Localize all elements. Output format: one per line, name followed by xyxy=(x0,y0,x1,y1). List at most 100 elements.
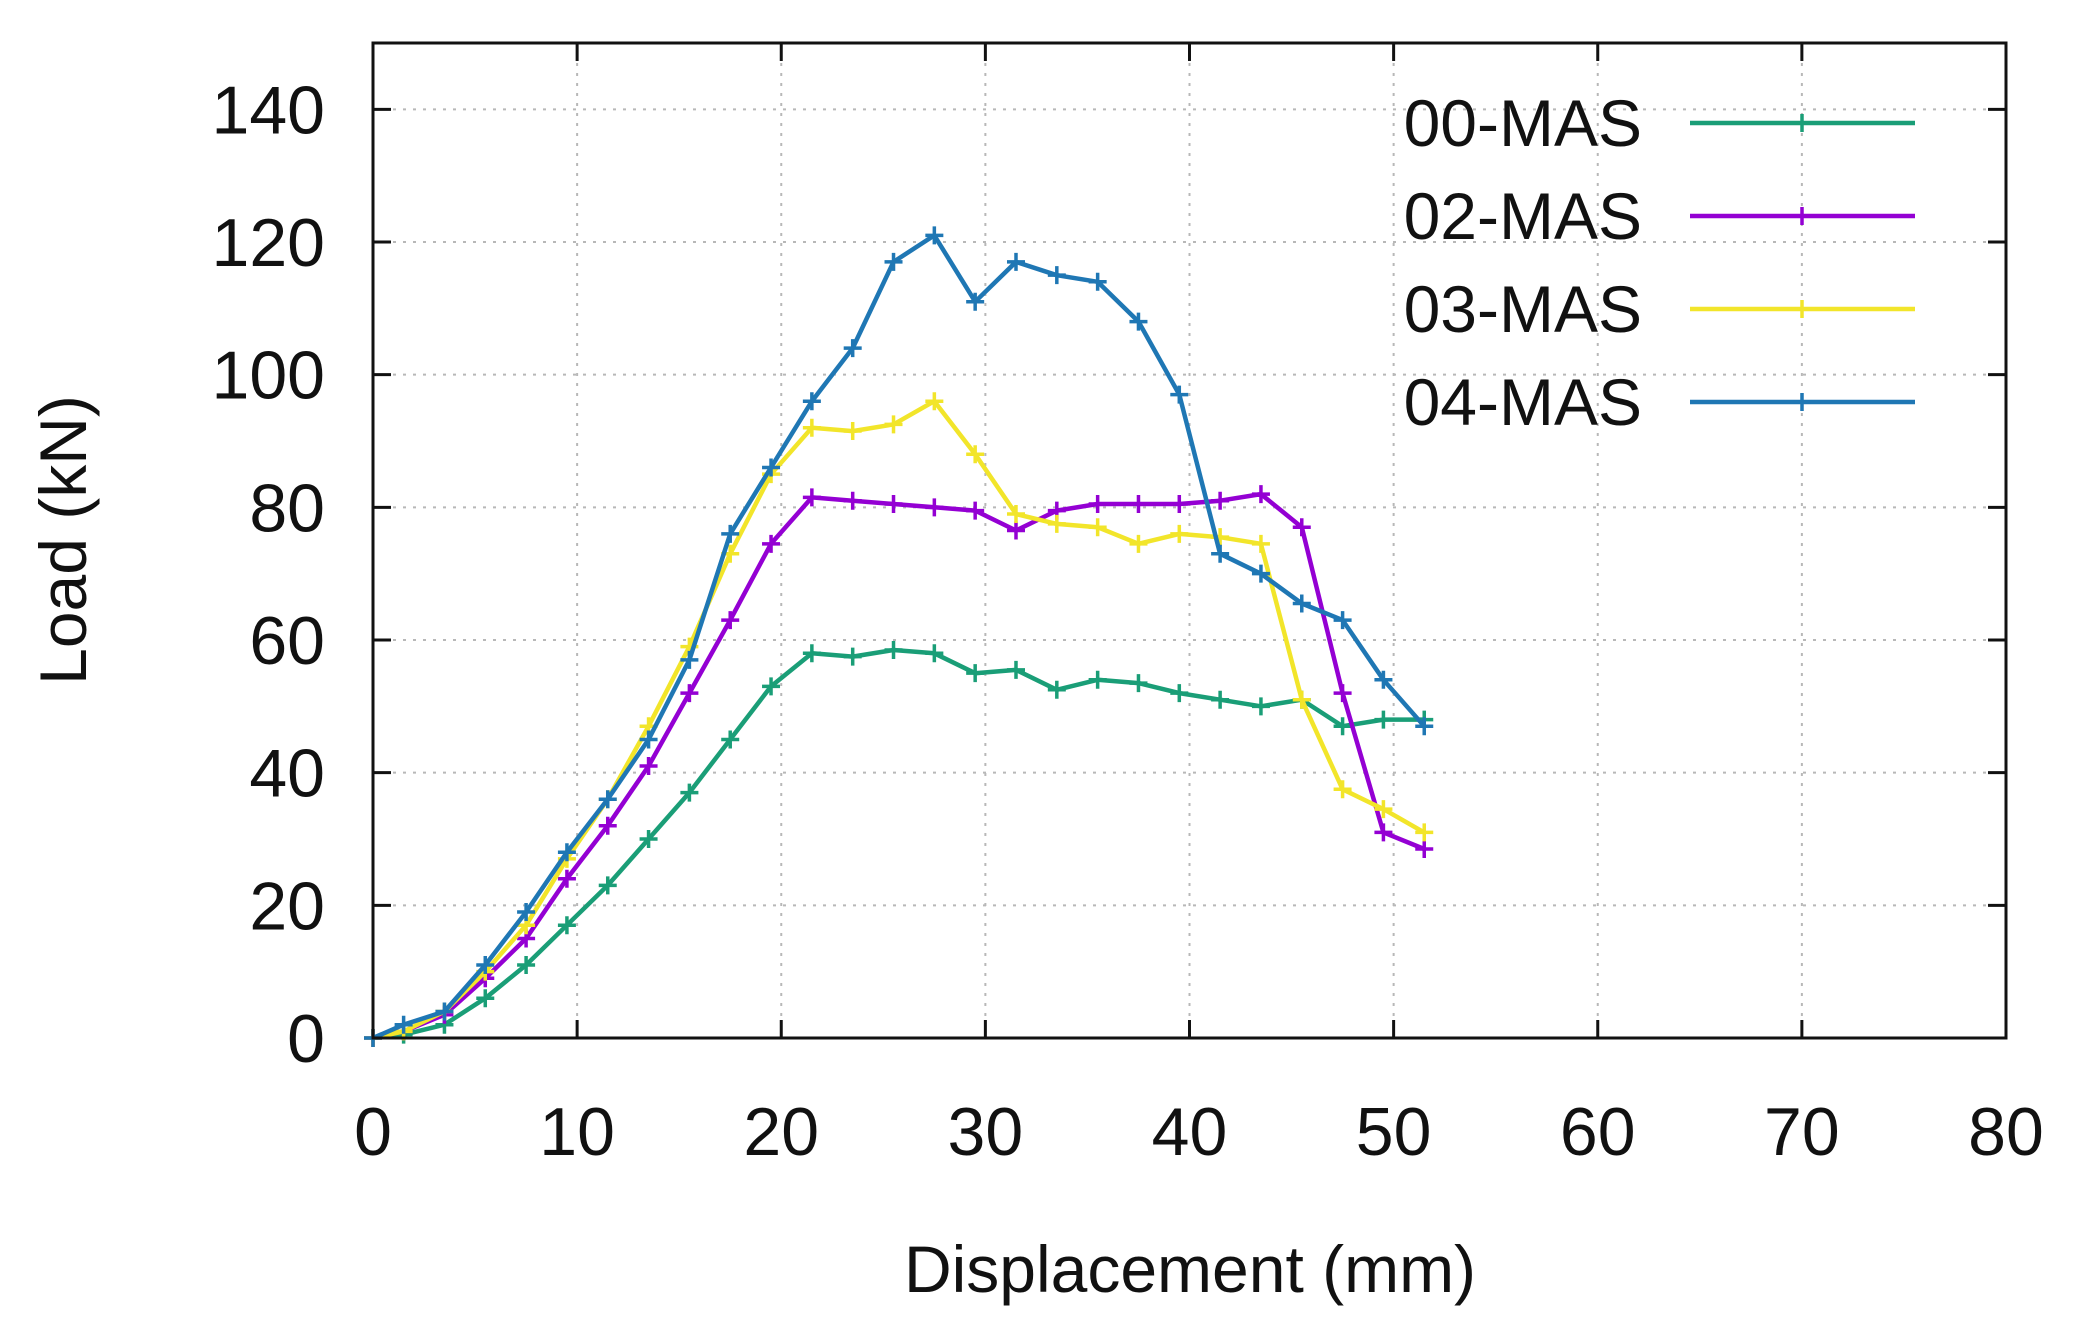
data-point-03-mas xyxy=(1292,690,1311,709)
data-point-03-mas xyxy=(1170,524,1189,543)
plot-frame xyxy=(371,41,2008,1040)
data-point-00-mas xyxy=(517,956,536,975)
x-tick-label: 10 xyxy=(539,1094,615,1170)
data-point-04-mas xyxy=(517,902,536,921)
data-point-04-mas xyxy=(639,730,658,749)
data-point-00-mas xyxy=(925,644,944,663)
data-point-00-mas xyxy=(1251,697,1270,716)
data-point-00-mas xyxy=(884,640,903,659)
y-tick-label: 60 xyxy=(249,603,325,679)
data-point-02-mas xyxy=(1251,485,1270,504)
data-point-03-mas xyxy=(802,418,821,437)
data-point-02-mas xyxy=(639,757,658,776)
data-point-02-mas xyxy=(680,684,699,703)
y-tick-labels: 0 20 40 60 80 100 120 140 xyxy=(212,72,325,1077)
data-point-04-mas xyxy=(802,392,821,411)
data-point-00-mas xyxy=(1088,670,1107,689)
data-point-04-mas xyxy=(435,1002,454,1021)
axis-ticks xyxy=(371,43,2008,1040)
data-point-04-mas xyxy=(1129,312,1148,331)
data-point-02-mas xyxy=(557,869,576,888)
legend-swatch-marker xyxy=(1793,207,1811,225)
data-point-00-mas xyxy=(1374,710,1393,729)
series-00-mas xyxy=(364,640,1434,1047)
legend-entry-00-mas: 00-MAS xyxy=(1404,86,1915,160)
data-point-00-mas xyxy=(476,989,495,1008)
y-tick-label: 0 xyxy=(287,1001,325,1077)
series-04-mas xyxy=(364,226,1434,1047)
data-point-00-mas xyxy=(843,647,862,666)
data-point-00-mas xyxy=(680,783,699,802)
data-point-02-mas xyxy=(721,611,740,630)
data-point-02-mas xyxy=(884,495,903,514)
data-point-03-mas xyxy=(1047,514,1066,533)
x-tick-label: 20 xyxy=(743,1094,819,1170)
y-axis-label: Load (kN) xyxy=(26,395,100,685)
legend: 00-MAS 02-MAS 03-MAS 04-MAS xyxy=(1404,86,1915,439)
data-point-00-mas xyxy=(1333,717,1352,736)
data-point-00-mas xyxy=(1006,660,1025,679)
series-layer xyxy=(364,226,1434,1047)
data-point-03-mas xyxy=(1088,518,1107,537)
data-point-02-mas xyxy=(762,534,781,553)
data-point-04-mas xyxy=(1374,670,1393,689)
data-point-03-mas xyxy=(1251,534,1270,553)
data-point-04-mas xyxy=(1088,272,1107,291)
data-point-00-mas xyxy=(557,916,576,935)
data-point-04-mas xyxy=(1211,544,1230,563)
data-point-04-mas xyxy=(762,458,781,477)
x-tick-label: 80 xyxy=(1968,1094,2044,1170)
data-point-02-mas xyxy=(1415,839,1434,858)
data-point-02-mas xyxy=(966,501,985,520)
data-point-03-mas xyxy=(1006,504,1025,523)
legend-entry-02-mas: 02-MAS xyxy=(1404,179,1915,253)
y-tick-label: 120 xyxy=(212,205,325,281)
data-point-00-mas xyxy=(1047,680,1066,699)
x-tick-labels: 0 10 20 30 40 50 60 70 80 xyxy=(354,1094,2044,1170)
data-point-00-mas xyxy=(1129,674,1148,693)
legend-swatch-marker xyxy=(1793,114,1811,132)
legend-entry-04-mas: 04-MAS xyxy=(1404,365,1915,439)
data-point-00-mas xyxy=(762,677,781,696)
data-point-04-mas xyxy=(1333,611,1352,630)
data-point-02-mas xyxy=(1211,491,1230,510)
data-point-00-mas xyxy=(1211,690,1230,709)
data-point-03-mas xyxy=(966,445,985,464)
x-tick-label: 30 xyxy=(948,1094,1024,1170)
data-point-03-mas xyxy=(1415,823,1434,842)
legend-entry-03-mas: 03-MAS xyxy=(1404,272,1915,346)
legend-label: 00-MAS xyxy=(1404,86,1642,160)
data-point-02-mas xyxy=(1374,823,1393,842)
data-point-02-mas xyxy=(1333,684,1352,703)
x-axis-label: Displacement (mm) xyxy=(904,1232,1476,1306)
data-point-04-mas xyxy=(966,292,985,311)
data-point-04-mas xyxy=(598,790,617,809)
data-point-03-mas xyxy=(925,392,944,411)
y-tick-label: 20 xyxy=(249,868,325,944)
data-point-03-mas xyxy=(884,415,903,434)
data-point-00-mas xyxy=(639,830,658,848)
legend-label: 03-MAS xyxy=(1404,272,1642,346)
data-point-04-mas xyxy=(1292,594,1311,613)
legend-swatch-marker xyxy=(1793,393,1811,411)
legend-swatch-marker xyxy=(1793,300,1811,318)
data-point-02-mas xyxy=(1170,495,1189,514)
series-03-mas xyxy=(364,392,1434,1047)
data-point-04-mas xyxy=(721,524,740,543)
data-point-03-mas xyxy=(1333,780,1352,799)
data-point-04-mas xyxy=(1251,564,1270,583)
data-point-00-mas xyxy=(966,664,985,683)
data-point-04-mas xyxy=(476,956,495,975)
x-tick-label: 60 xyxy=(1560,1094,1636,1170)
data-point-00-mas xyxy=(802,644,821,663)
data-point-02-mas xyxy=(1088,495,1107,514)
x-tick-label: 0 xyxy=(354,1094,392,1170)
y-tick-label: 40 xyxy=(249,736,325,812)
grid-lines xyxy=(373,43,2006,1038)
series-02-mas xyxy=(364,485,1434,1047)
legend-label: 04-MAS xyxy=(1404,365,1642,439)
data-point-04-mas xyxy=(557,843,576,862)
data-point-02-mas xyxy=(1292,518,1311,537)
data-point-02-mas xyxy=(843,491,862,510)
